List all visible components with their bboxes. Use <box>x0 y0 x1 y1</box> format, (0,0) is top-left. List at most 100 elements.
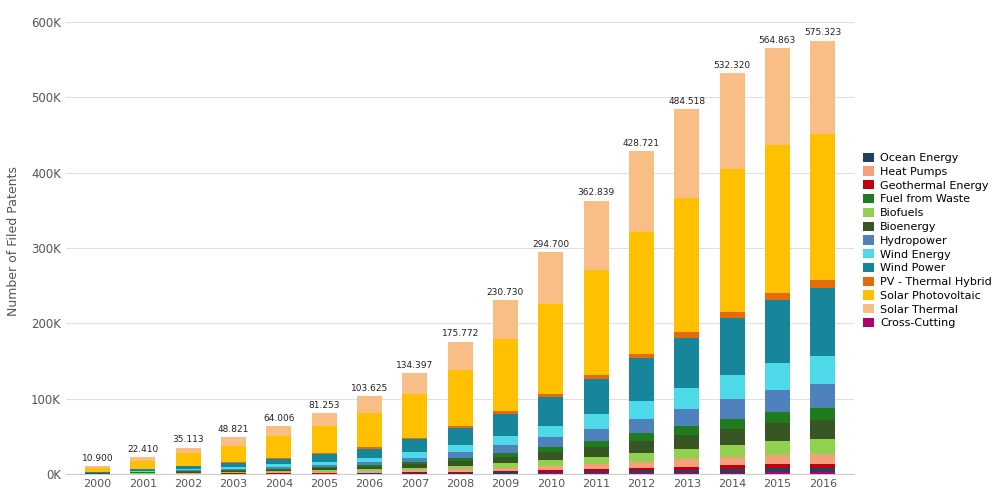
Bar <box>719 169 744 312</box>
Bar <box>448 342 473 370</box>
Bar <box>267 471 292 472</box>
Bar <box>448 426 473 428</box>
Bar <box>175 469 200 470</box>
Bar <box>674 409 699 426</box>
Bar <box>175 471 200 472</box>
Bar <box>493 300 518 339</box>
Bar <box>267 464 292 467</box>
Bar <box>312 472 337 473</box>
Bar <box>811 468 835 472</box>
Bar <box>674 467 699 470</box>
Bar <box>448 428 473 445</box>
Bar <box>403 373 427 394</box>
Bar <box>674 109 699 198</box>
Bar <box>493 453 518 457</box>
Bar <box>719 312 744 318</box>
Bar <box>267 436 292 458</box>
Bar <box>403 457 427 462</box>
Bar <box>765 300 790 363</box>
Bar <box>811 472 835 474</box>
Bar <box>719 419 744 429</box>
Text: 230.730: 230.730 <box>487 288 524 297</box>
Bar <box>357 467 382 469</box>
Bar <box>538 426 563 437</box>
Bar <box>538 252 563 304</box>
Bar <box>357 473 382 474</box>
Bar <box>765 49 790 144</box>
Bar <box>357 413 382 447</box>
Bar <box>629 441 654 452</box>
Bar <box>583 473 608 474</box>
Bar <box>719 429 744 445</box>
Bar <box>674 198 699 332</box>
Bar <box>221 463 245 467</box>
Bar <box>221 469 245 470</box>
Bar <box>403 473 427 474</box>
Bar <box>175 470 200 471</box>
Bar <box>674 338 699 388</box>
Bar <box>221 472 245 473</box>
Bar <box>583 375 608 379</box>
Bar <box>448 445 473 452</box>
Bar <box>493 414 518 436</box>
Text: 575.323: 575.323 <box>804 28 842 37</box>
Bar <box>403 394 427 438</box>
Bar <box>312 454 337 462</box>
Bar <box>765 441 790 455</box>
Bar <box>493 472 518 474</box>
Bar <box>674 435 699 449</box>
Bar <box>221 437 245 445</box>
Bar <box>267 426 292 436</box>
Bar <box>267 469 292 470</box>
Bar <box>448 452 473 458</box>
Bar <box>811 133 835 280</box>
Bar <box>674 426 699 435</box>
Bar <box>583 471 608 473</box>
Bar <box>448 473 473 474</box>
Bar <box>312 462 337 465</box>
Bar <box>448 370 473 426</box>
Bar <box>538 437 563 447</box>
Bar <box>221 473 245 474</box>
Text: 532.320: 532.320 <box>713 61 750 69</box>
Bar <box>538 470 563 472</box>
Bar <box>312 465 337 467</box>
Bar <box>493 457 518 463</box>
Bar <box>811 420 835 439</box>
Bar <box>403 464 427 468</box>
Text: 103.625: 103.625 <box>351 384 388 393</box>
Bar <box>674 473 699 474</box>
Bar <box>267 470 292 471</box>
Bar <box>493 436 518 445</box>
Bar <box>674 388 699 409</box>
Bar <box>267 472 292 473</box>
Bar <box>719 469 744 473</box>
Bar <box>312 468 337 470</box>
Bar <box>765 293 790 300</box>
Bar <box>221 471 245 472</box>
Bar <box>448 469 473 472</box>
Bar <box>629 462 654 468</box>
Bar <box>719 465 744 469</box>
Bar <box>538 452 563 460</box>
Bar <box>357 458 382 462</box>
Bar <box>538 460 563 466</box>
Bar <box>493 471 518 472</box>
Text: 175.772: 175.772 <box>442 329 479 338</box>
Bar <box>765 390 790 412</box>
Bar <box>629 401 654 419</box>
Bar <box>221 462 245 463</box>
Bar <box>719 445 744 457</box>
Bar <box>811 384 835 408</box>
Bar <box>765 455 790 464</box>
Bar <box>811 356 835 384</box>
Bar <box>357 471 382 473</box>
Bar <box>538 472 563 474</box>
Bar <box>765 363 790 390</box>
Bar <box>221 445 245 462</box>
Bar <box>312 453 337 454</box>
Bar <box>583 414 608 429</box>
Bar <box>175 466 200 469</box>
Bar <box>357 462 382 465</box>
Bar <box>403 462 427 464</box>
